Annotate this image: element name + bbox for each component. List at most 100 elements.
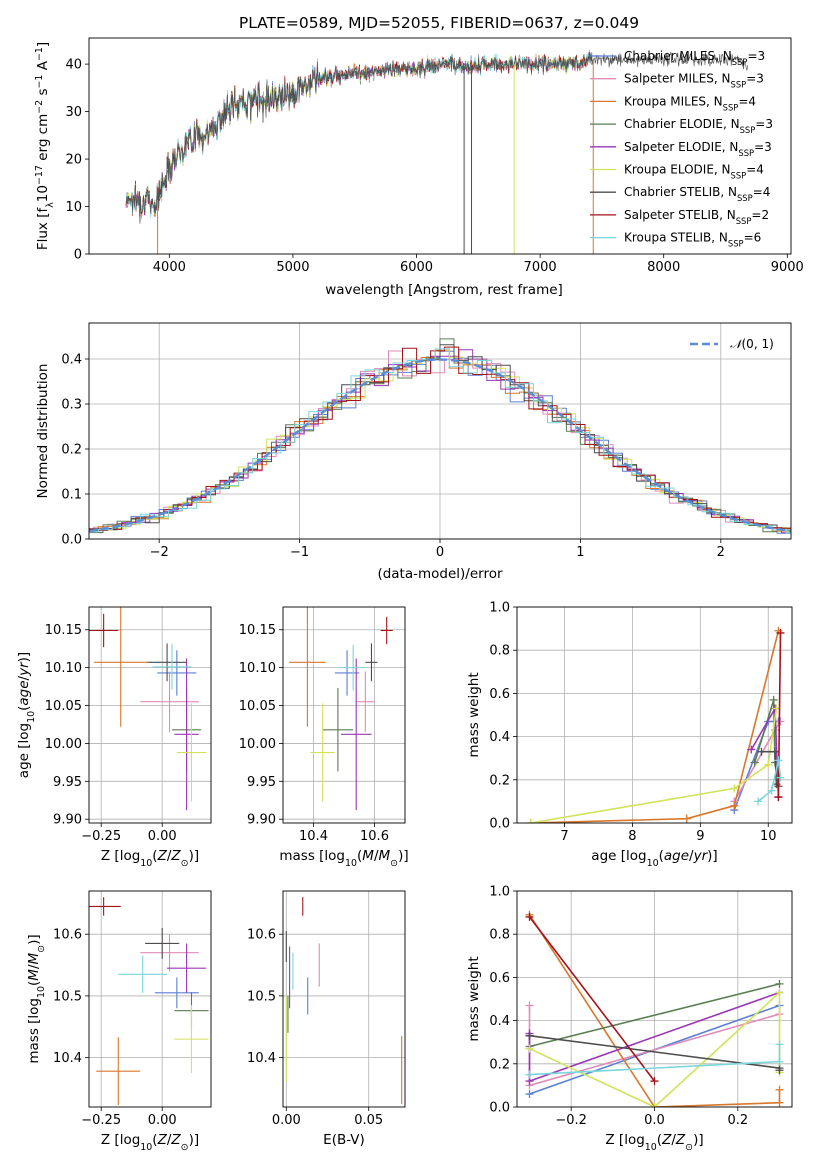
weight-point-marker xyxy=(730,784,739,793)
x-tick-label: 0.05 xyxy=(354,1113,383,1128)
y-tick-label: 0.0 xyxy=(489,1101,510,1116)
plot-area xyxy=(285,897,403,1104)
y-tick-label: 10.10 xyxy=(45,661,82,676)
weight-series-line xyxy=(530,708,778,823)
histogram-step-line xyxy=(89,348,791,534)
y-tick-label: 10.4 xyxy=(247,1051,276,1066)
figure-title: PLATE=0589, MJD=52055, FIBERID=0637, z=0… xyxy=(239,14,639,32)
x-tick-label: 7000 xyxy=(524,260,557,275)
legend-label: Kroupa ELODIE, NSSP=4 xyxy=(624,163,764,181)
weight-point-marker xyxy=(525,1031,534,1040)
legend-label: Kroupa MILES, NSSP=4 xyxy=(624,94,756,112)
legend-label: 𝒩(0, 1) xyxy=(730,337,774,351)
histogram-step-line xyxy=(89,346,791,531)
x-tick-label: −1 xyxy=(290,545,309,560)
x-tick-label: 4000 xyxy=(153,260,186,275)
x-tick-label: 7 xyxy=(560,829,568,844)
y-tick-label: 1.0 xyxy=(489,885,510,900)
weight-point-marker xyxy=(525,1044,534,1053)
y-tick-label: 10.5 xyxy=(247,989,276,1004)
axes-frame xyxy=(88,890,212,1108)
axes-frame xyxy=(282,606,406,824)
panel-mass-vs-ebv: 0.00 0.05 10.4 10.5 10.6 E(B-V) xyxy=(247,890,406,1148)
panel-residuals: −2 −1 0 1 2 0.0 0.1 0.2 0.3 0.4 𝒩(0, 1) (data-model… xyxy=(35,322,792,582)
weight-point-marker xyxy=(776,773,785,782)
spectrum-data-line xyxy=(125,51,748,222)
weight-point-marker xyxy=(650,1103,659,1107)
plot-area xyxy=(89,897,209,1106)
y-tick-label: 10.10 xyxy=(239,661,276,676)
x-axis-label: wavelength [Angstrom, rest frame] xyxy=(325,282,563,298)
legend-label: Chabrier ELODIE, NSSP=3 xyxy=(624,117,773,135)
spectrum-legend: Chabrier MILES, NSSP=3 Salpeter MILES, NS… xyxy=(590,49,773,249)
plot-area xyxy=(125,49,748,254)
x-tick-label: 1 xyxy=(576,545,584,560)
x-tick-label: 5000 xyxy=(276,260,309,275)
legend-label: Salpeter ELODIE, NSSP=3 xyxy=(624,140,772,158)
y-tick-label: 0.4 xyxy=(61,353,82,368)
plot-area xyxy=(89,607,207,811)
weight-series-line xyxy=(733,721,782,802)
x-axis-label: mass [log10(M/M⊙)] xyxy=(279,848,408,869)
x-tick-label: −0.25 xyxy=(81,829,121,844)
weight-point-marker xyxy=(757,747,766,756)
x-tick-label: −0.2 xyxy=(555,1113,587,1128)
x-tick-label: 2 xyxy=(717,545,725,560)
weight-point-marker xyxy=(525,1070,534,1079)
weight-point-marker xyxy=(775,1066,784,1075)
y-tick-label: 0.0 xyxy=(61,533,82,548)
y-tick-label: 1.0 xyxy=(489,601,510,616)
y-tick-label: 9.95 xyxy=(247,775,276,790)
panels: 4000 5000 6000 7000 8000 9000010203040Chabrie… xyxy=(16,37,804,1153)
y-tick-label: 0.2 xyxy=(61,443,82,458)
x-tick-label: −0.25 xyxy=(81,1113,121,1128)
x-tick-label: 10.6 xyxy=(360,829,389,844)
y-axis-label: Flux [fλ10−17 erg cm−2 s−1 A−1] xyxy=(34,42,56,250)
weight-point-marker xyxy=(525,912,534,921)
y-tick-label: 9.95 xyxy=(53,775,82,790)
y-tick-label: 10.00 xyxy=(239,737,276,752)
x-tick-label: 8 xyxy=(628,829,636,844)
axes-frame xyxy=(282,890,406,1108)
weight-point-marker xyxy=(774,756,783,765)
axes-frame xyxy=(516,606,793,824)
y-tick-label: 9.90 xyxy=(53,813,82,828)
histogram-step-line xyxy=(89,349,791,534)
plot-area xyxy=(89,338,791,534)
y-tick-label: 0.1 xyxy=(61,488,82,503)
plot-area xyxy=(526,626,785,823)
panel-spectrum: 4000 5000 6000 7000 8000 9000 0 10 20 30 40 Chabrie… xyxy=(34,37,804,298)
plot-area xyxy=(525,910,784,1107)
weight-point-marker xyxy=(525,1090,534,1099)
y-tick-label: 10.5 xyxy=(53,989,82,1004)
y-tick-label: 10.15 xyxy=(45,623,82,638)
y-tick-label: 10.00 xyxy=(45,737,82,752)
x-axis-label: age [log10(age/yr)] xyxy=(591,848,717,869)
y-tick-label: 30 xyxy=(65,105,82,120)
y-axis-label: age [log10(age/yr)] xyxy=(16,652,37,778)
legend-label: Kroupa STELIB, NSSP=6 xyxy=(624,231,761,249)
weight-series-line xyxy=(753,699,776,763)
weight-point-marker xyxy=(747,745,756,754)
x-tick-label: 0.00 xyxy=(272,1113,301,1128)
weight-point-marker xyxy=(750,758,759,767)
weight-point-marker xyxy=(764,760,773,769)
y-tick-label: 10.6 xyxy=(247,928,276,943)
x-tick-label: 9000 xyxy=(771,260,804,275)
weight-point-marker xyxy=(775,1057,784,1066)
weight-point-marker xyxy=(526,819,535,823)
weight-point-marker xyxy=(754,797,763,806)
weight-point-marker xyxy=(775,979,784,988)
y-tick-label: 0.6 xyxy=(489,687,510,702)
y-tick-label: 0.3 xyxy=(61,398,82,413)
y-tick-label: 0.2 xyxy=(489,1057,510,1072)
y-axis-label: mass weight xyxy=(466,672,482,757)
weight-series-line xyxy=(530,630,780,823)
weight-series-line xyxy=(528,916,656,1082)
x-tick-label: 8000 xyxy=(647,260,680,275)
x-tick-label: 6000 xyxy=(400,260,433,275)
weight-series-line xyxy=(761,750,779,787)
panel-age-vs-mass: 10.4 10.6 9.90 9.95 10.00 10.05 10.10 10.15 mass… xyxy=(239,606,409,869)
x-tick-label: −2 xyxy=(150,545,169,560)
y-tick-label: 10.6 xyxy=(53,928,82,943)
